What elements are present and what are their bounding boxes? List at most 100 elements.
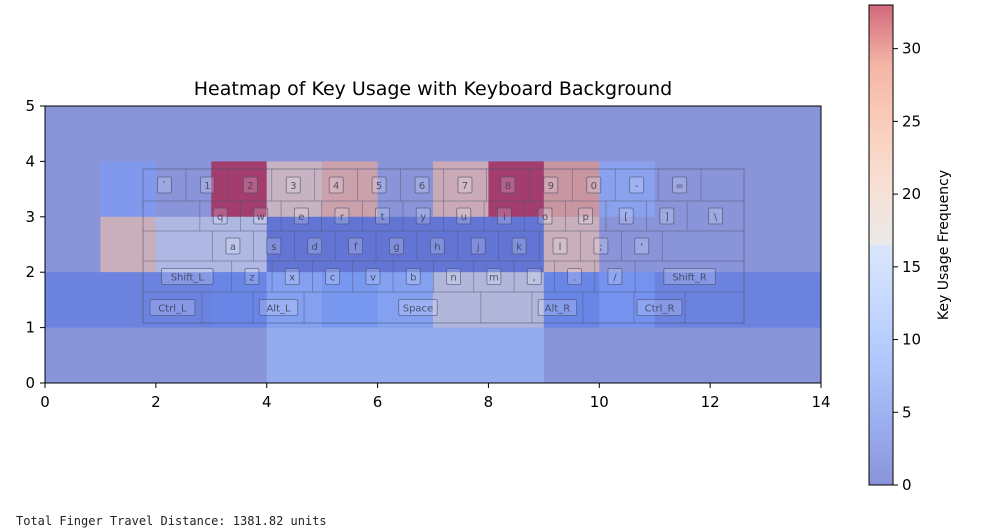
y-tick-label: 4 (25, 152, 35, 170)
key-label: \ (714, 212, 718, 223)
keyboard-key: Alt_R (537, 299, 578, 316)
keyboard-key: c (325, 268, 340, 285)
key-label: d (312, 242, 318, 253)
y-tick-label: 3 (25, 208, 35, 226)
key-label: z (249, 273, 254, 284)
plot-area: ` 1 2 3 4 5 6 7 8 9 0 - = q w e r t y u i o p [] \ a s d f g h j k l; ' Shi… (45, 106, 821, 383)
heatmap-cell (377, 216, 433, 273)
key-label: a (230, 242, 236, 253)
keyboard-key: h (429, 237, 445, 255)
key-label: 7 (462, 181, 468, 192)
keyboard-key: d (307, 237, 323, 255)
heatmap-cell (377, 272, 433, 328)
key-label: w (257, 212, 265, 223)
heatmap-cell (322, 161, 378, 217)
key-label: Alt_L (266, 304, 291, 315)
keyboard-key: q (212, 207, 228, 225)
y-tick-label: 0 (25, 374, 35, 392)
keyboard-key: , (526, 268, 542, 285)
key-label: v (370, 273, 376, 284)
key-label: / (613, 273, 617, 284)
heatmap-cell (543, 216, 600, 273)
key-label: j (476, 242, 480, 253)
keyboard-key: - (629, 176, 645, 194)
key-label: b (410, 273, 416, 284)
key-label: g (393, 242, 399, 253)
keyboard-key: ] (659, 207, 675, 225)
keyboard-key: b (405, 268, 421, 285)
keyboard-key: 8 (500, 176, 516, 194)
y-axis: 0 1 2 3 4 5 (25, 97, 45, 392)
keyboard-key: \ (708, 207, 723, 225)
key-label: Alt_R (545, 304, 571, 315)
keyboard-key: r (334, 207, 350, 225)
key-label: u (461, 212, 467, 223)
keyboard-key: o (537, 207, 553, 225)
heatmap-cell (100, 161, 156, 217)
key-label: 1 (204, 181, 210, 192)
x-tick-label: 4 (262, 393, 272, 411)
x-tick-label: 10 (590, 393, 609, 411)
keyboard-key: Ctrl_L (149, 299, 196, 316)
key-label: = (675, 181, 683, 192)
heatmap-cell (488, 161, 544, 217)
colorbar-tick-label: 0 (902, 476, 912, 494)
keyboard-key: Shift_R (663, 268, 716, 285)
keyboard-key: m (486, 268, 502, 285)
y-tick-label: 5 (25, 97, 35, 115)
key-label: . (573, 273, 576, 284)
key-label: Shift_R (672, 273, 707, 284)
x-tick-label: 0 (40, 393, 50, 411)
key-label: ; (599, 242, 602, 253)
keyboard-key: Ctrl_R (636, 299, 683, 316)
heatmap-cell (266, 161, 323, 217)
colorbar: 0 5 10 15 20 25 30 Key Usage Frequency (868, 4, 952, 494)
key-label: c (330, 273, 336, 284)
key-label: k (516, 242, 522, 253)
colorbar-tick-label: 15 (902, 258, 921, 276)
key-label: h (434, 242, 440, 253)
keyboard-key: i (497, 207, 512, 225)
keyboard-key: z (244, 268, 260, 285)
keyboard-key: 5 (371, 176, 387, 194)
heatmap-cell (433, 272, 544, 328)
heatmap-cell (488, 216, 544, 273)
y-tick-label: 2 (25, 263, 35, 281)
keyboard-key: 0 (586, 176, 602, 194)
heatmap-cell (100, 216, 156, 273)
output-text: Total Finger Travel Distance: 1381.82 un… (16, 514, 327, 528)
heatmap-cell (599, 161, 655, 217)
keyboard-key: 1 (199, 176, 215, 194)
key-label: i (503, 212, 506, 223)
heatmap-cell (322, 272, 378, 328)
key-label: ' (640, 242, 643, 253)
key-label: ] (665, 212, 669, 223)
colorbar-tick-label: 30 (902, 40, 921, 58)
keyboard-key: ` (157, 176, 172, 194)
keyboard-key: 7 (457, 176, 473, 194)
key-label: n (450, 273, 456, 284)
heatmap-cell (155, 216, 212, 273)
keyboard-key: n (446, 268, 461, 285)
keyboard-key: w (253, 207, 269, 225)
keyboard-key: Alt_L (258, 299, 299, 316)
keyboard-key: ' (634, 237, 650, 255)
key-label: y (420, 212, 426, 223)
keyboard-key: Shift_L (161, 268, 214, 285)
key-label: t (381, 212, 385, 223)
keyboard-key: t (375, 207, 390, 225)
x-tick-label: 12 (701, 393, 720, 411)
keyboard-key: 2 (242, 176, 258, 194)
key-label: s (271, 242, 276, 253)
keyboard-key: Space (398, 299, 438, 316)
key-label: [ (624, 212, 628, 223)
key-label: x (289, 273, 295, 284)
heatmap-cell (211, 272, 267, 328)
heatmap-cell (433, 216, 489, 273)
keyboard-key: a (225, 237, 241, 255)
key-label: e (298, 212, 304, 223)
key-label: r (340, 212, 345, 223)
x-axis: 0 2 4 6 8 10 12 14 (40, 383, 831, 411)
key-label: 2 (247, 181, 253, 192)
